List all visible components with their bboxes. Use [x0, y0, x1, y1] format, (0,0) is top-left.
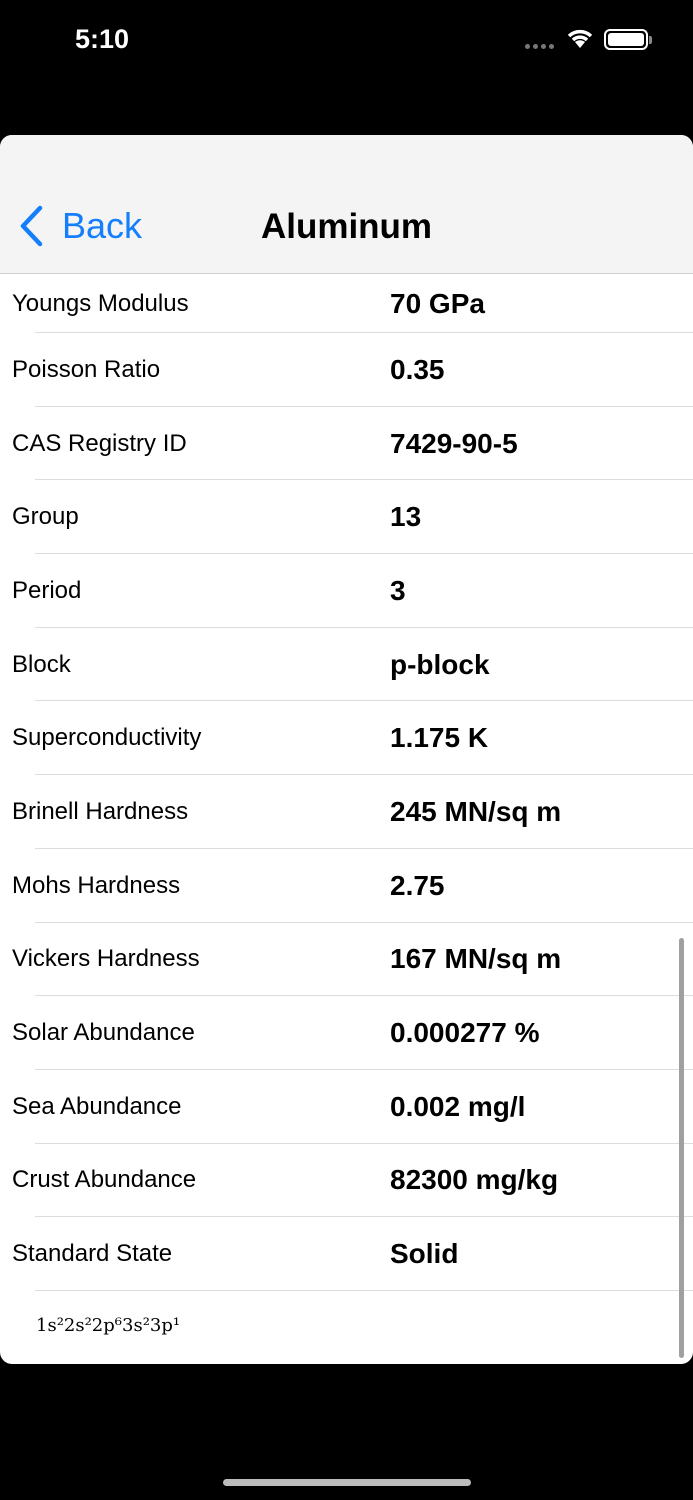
- row-label: Mohs Hardness: [12, 871, 181, 899]
- navigation-bar: Back Aluminum: [0, 135, 693, 274]
- row-value: 167 MN/sq m: [390, 943, 562, 975]
- chevron-left-icon: [20, 205, 43, 247]
- back-label: Back: [62, 205, 143, 246]
- detail-sheet: Back Aluminum Youngs Modulus 70 GPa Poisso…: [0, 135, 693, 1364]
- row-label: Youngs Modulus: [12, 289, 189, 317]
- table-row: CAS Registry ID 7429-90-5: [0, 407, 693, 481]
- row-value: 13: [390, 501, 422, 533]
- row-value: 7429-90-5: [390, 427, 518, 459]
- property-list: Youngs Modulus 70 GPa Poisson Ratio 0.35 CAS…: [0, 274, 693, 1291]
- home-indicator[interactable]: [223, 1479, 471, 1486]
- row-value: 1.175 K: [390, 722, 489, 754]
- table-row: Block p-block: [0, 628, 693, 702]
- back-button[interactable]: Back: [18, 205, 142, 247]
- row-value: 82300 mg/kg: [390, 1164, 559, 1196]
- row-value: 2.75: [390, 869, 445, 901]
- row-label: Sea Abundance: [12, 1092, 182, 1120]
- row-label: Vickers Hardness: [12, 945, 200, 973]
- table-row: Period 3: [0, 554, 693, 628]
- row-value: 0.002 mg/l: [390, 1090, 526, 1122]
- wifi-icon: [567, 29, 593, 48]
- row-label: CAS Registry ID: [12, 429, 187, 457]
- row-label: Crust Abundance: [12, 1166, 197, 1194]
- table-row: Sea Abundance 0.002 mg/l: [0, 1070, 693, 1144]
- row-label: Solar Abundance: [12, 1019, 195, 1047]
- table-row: Group 13: [0, 480, 693, 554]
- row-label: Poisson Ratio: [12, 355, 161, 383]
- row-value: 70 GPa: [390, 287, 485, 319]
- row-value: p-block: [390, 648, 490, 680]
- row-label: Standard State: [12, 1240, 173, 1268]
- scrollbar[interactable]: [679, 938, 684, 1358]
- table-row: Poisson Ratio 0.35: [0, 333, 693, 407]
- status-time: 5:10: [75, 24, 130, 54]
- page-title: Aluminum: [260, 207, 433, 246]
- table-row: Superconductivity 1.175 K: [0, 701, 693, 775]
- row-value: 3: [390, 574, 406, 606]
- row-label: Superconductivity: [12, 724, 202, 752]
- table-row: Standard State Solid: [0, 1217, 693, 1291]
- table-row: Brinell Hardness 245 MN/sq m: [0, 775, 693, 849]
- table-row: Vickers Hardness 167 MN/sq m: [0, 923, 693, 997]
- table-row: Crust Abundance 82300 mg/kg: [0, 1144, 693, 1218]
- electron-configuration: 1s²2s²2p⁶3s²3p¹: [36, 1315, 181, 1336]
- row-label: Brinell Hardness: [12, 797, 189, 825]
- row-value: Solid: [390, 1238, 459, 1270]
- table-row: Solar Abundance 0.000277 %: [0, 996, 693, 1070]
- table-row: Youngs Modulus 70 GPa: [0, 274, 693, 333]
- status-bar: 5:10: [0, 0, 693, 80]
- table-row: Mohs Hardness 2.75: [0, 849, 693, 923]
- row-value: 0.35: [390, 353, 445, 385]
- row-value: 245 MN/sq m: [390, 795, 562, 827]
- row-label: Period: [12, 576, 82, 604]
- battery-icon: [604, 29, 652, 50]
- row-label: Group: [12, 503, 79, 531]
- signal-dots-icon: [525, 44, 554, 49]
- row-value: 0.000277 %: [390, 1017, 540, 1049]
- row-label: Block: [12, 650, 71, 678]
